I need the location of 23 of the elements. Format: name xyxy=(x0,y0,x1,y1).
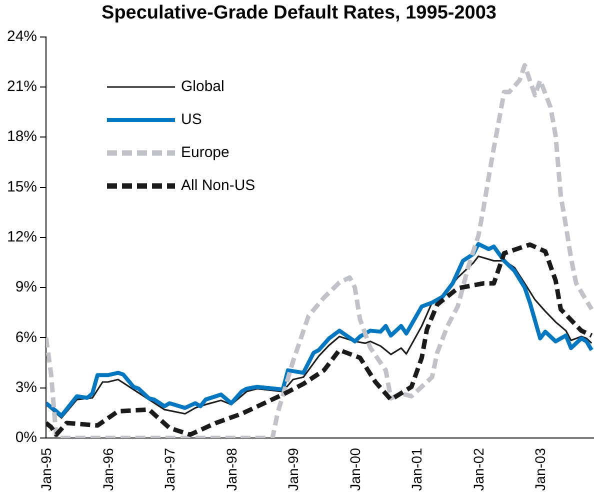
y-tick-label: 3% xyxy=(15,378,38,396)
y-tick-label: 15% xyxy=(6,178,38,196)
x-tick-label: Jan-99 xyxy=(285,448,302,491)
y-tick-label: 24% xyxy=(6,28,38,45)
x-tick-label: Jan-02 xyxy=(470,448,486,491)
y-tick-label: 0% xyxy=(15,429,38,446)
legend-label: Global xyxy=(181,78,224,95)
x-tick-label: Jan-03 xyxy=(532,448,548,491)
x-tick-label: Jan-98 xyxy=(223,448,240,491)
y-tick-label: 21% xyxy=(6,78,38,96)
x-tick-label: Jan-95 xyxy=(38,448,54,491)
chart-title: Speculative-Grade Default Rates, 1995-2003 xyxy=(102,2,496,24)
y-tick-label: 9% xyxy=(15,278,38,296)
y-tick-label: 18% xyxy=(6,128,38,146)
y-tick-label: 12% xyxy=(6,228,38,246)
x-tick-label: Jan-01 xyxy=(408,448,425,491)
x-tick-label: Jan-96 xyxy=(100,448,116,491)
legend-label: US xyxy=(181,111,202,128)
y-tick-label: 6% xyxy=(15,328,38,346)
legend-label: Europe xyxy=(181,144,230,161)
legend-label: All Non-US xyxy=(181,177,256,194)
x-tick-label: Jan-00 xyxy=(346,448,363,491)
x-tick-label: Jan-97 xyxy=(162,448,178,491)
